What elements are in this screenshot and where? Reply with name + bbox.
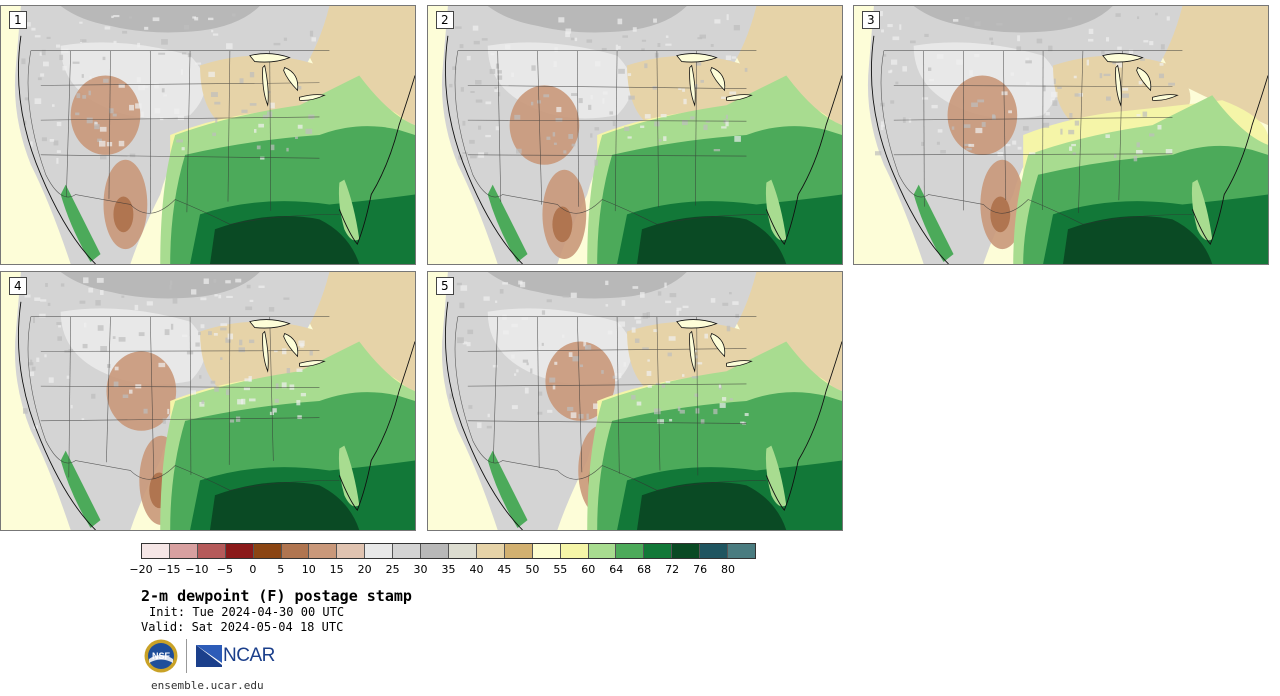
colorbar-tick: 68 xyxy=(637,563,652,576)
init-time: Init: Tue 2024-04-30 00 UTC xyxy=(149,605,345,619)
postage-stamp-map: 1 xyxy=(0,5,416,265)
postage-stamp-map: 2 xyxy=(427,5,843,265)
colorbar-tick: −15 xyxy=(157,563,181,576)
colorbar-tick-labels: −20 −15 −10 −5 0 5 10 15 20 25 30 35 40 45 50 55 60 64 68 7… xyxy=(129,563,756,577)
colorbar-swatch xyxy=(421,544,449,558)
colorbar-tick: 55 xyxy=(553,563,568,576)
colorbar-tick: −10 xyxy=(185,563,209,576)
colorbar-swatch xyxy=(644,544,673,558)
ncar-logo-text: NCAR xyxy=(223,645,275,666)
valid-time: Valid: Sat 2024-05-04 18 UTC xyxy=(141,620,344,634)
colorbar-swatch xyxy=(253,544,282,558)
colorbar-tick: 15 xyxy=(329,563,344,576)
ncar-logo: NCAR xyxy=(196,645,275,667)
colorbar-swatch xyxy=(337,544,366,558)
colorbar-tick: 25 xyxy=(385,563,400,576)
stamp-number-label: 3 xyxy=(862,11,880,29)
colorbar-swatch xyxy=(700,544,729,558)
colorbar-swatch xyxy=(169,544,198,558)
colorbar-tick: 72 xyxy=(665,563,680,576)
site-url: ensemble.ucar.edu xyxy=(151,679,264,692)
colorbar-tick: 64 xyxy=(609,563,624,576)
dewpoint-colorbar xyxy=(141,543,756,559)
colorbar-tick: 0 xyxy=(249,563,257,576)
ncar-mark-icon xyxy=(196,645,222,667)
colorbar-tick: −5 xyxy=(216,563,233,576)
colorbar-swatch xyxy=(142,544,170,558)
postage-stamp-map: 5 xyxy=(427,271,843,531)
colorbar-swatch xyxy=(197,544,226,558)
colorbar-swatch xyxy=(728,544,755,558)
nsf-logo-icon: NSF xyxy=(144,639,178,673)
colorbar-tick: 35 xyxy=(441,563,456,576)
colorbar-tick: 80 xyxy=(721,563,736,576)
colorbar-swatch xyxy=(588,544,617,558)
colorbar-swatch xyxy=(616,544,645,558)
colorbar-tick: 10 xyxy=(301,563,316,576)
nsf-logo-text: NSF xyxy=(152,651,171,661)
colorbar-tick: 40 xyxy=(469,563,484,576)
stamp-number-label: 5 xyxy=(436,277,454,295)
stamp-number-label: 4 xyxy=(9,277,27,295)
colorbar-swatch xyxy=(365,544,394,558)
colorbar-tick: 50 xyxy=(525,563,540,576)
colorbar-tick: 60 xyxy=(581,563,596,576)
colorbar-tick: 20 xyxy=(357,563,372,576)
postage-stamp-map: 4 xyxy=(0,271,416,531)
colorbar-swatch xyxy=(504,544,533,558)
postage-stamp-map: 3 xyxy=(853,5,1269,265)
colorbar-swatch xyxy=(225,544,254,558)
logo-divider xyxy=(186,639,187,673)
colorbar-swatch xyxy=(532,544,561,558)
colorbar-tick: 30 xyxy=(413,563,428,576)
colorbar-tick: 45 xyxy=(497,563,512,576)
stamp-number-label: 2 xyxy=(436,11,454,29)
colorbar-tick: 76 xyxy=(693,563,708,576)
colorbar-swatch xyxy=(448,544,477,558)
colorbar-swatch xyxy=(560,544,589,558)
colorbar-swatch xyxy=(281,544,310,558)
colorbar-tick: −20 xyxy=(129,563,153,576)
logo-row: NSF NCAR xyxy=(144,638,275,674)
colorbar-swatch xyxy=(309,544,338,558)
colorbar-swatch xyxy=(393,544,422,558)
colorbar-swatch xyxy=(672,544,701,558)
colorbar-swatch xyxy=(476,544,505,558)
colorbar-tick: 5 xyxy=(277,563,285,576)
plot-title: 2-m dewpoint (F) postage stamp xyxy=(141,587,412,605)
stamp-number-label: 1 xyxy=(9,11,27,29)
